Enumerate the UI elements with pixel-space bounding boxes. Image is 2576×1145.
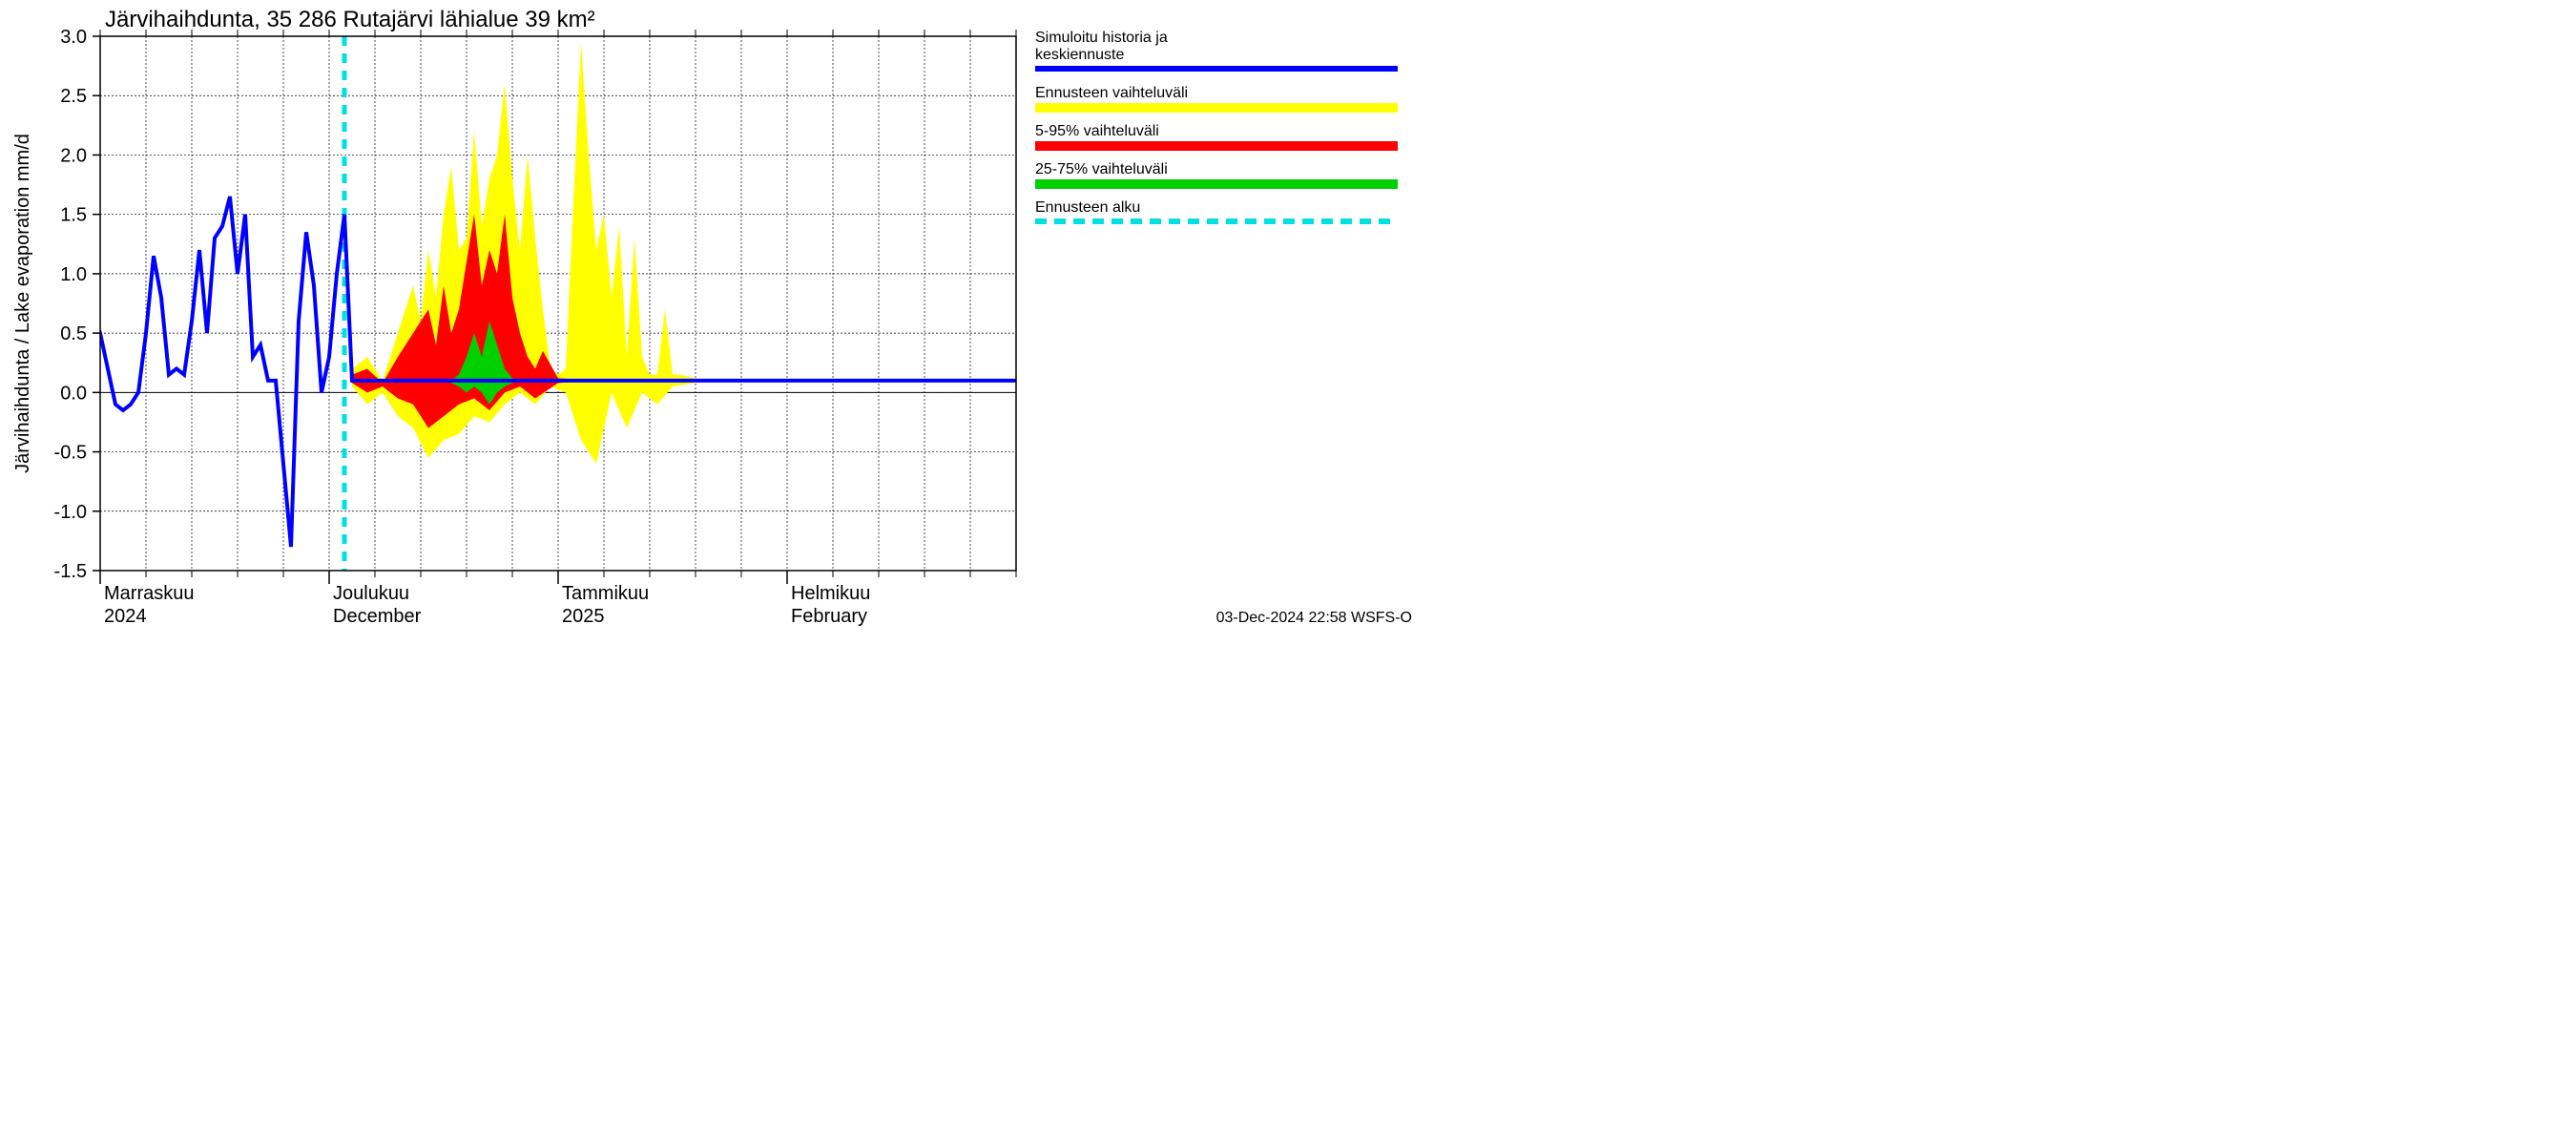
legend-swatch (1035, 141, 1398, 151)
chart-bg (0, 0, 1431, 668)
legend-swatch (1035, 103, 1398, 113)
ytick-label: 1.5 (60, 205, 87, 226)
legend-label: Ennusteen alku (1035, 199, 1140, 216)
chart-title: Järvihaihdunta, 35 286 Rutajärvi lähialu… (105, 7, 595, 32)
evaporation-chart: -1.5 -1.0 -0.5 0.0 0.5 1.0 1.5 2.0 2.5 3.0 Marrask… (0, 0, 1431, 668)
ytick-label: -1.5 (54, 561, 87, 582)
xtick-label-1: Tammikuu (562, 583, 649, 604)
xtick-label-2: 2024 (104, 606, 147, 627)
ytick-label: 3.0 (60, 27, 87, 48)
legend-label: Simuloitu historia ja (1035, 30, 1168, 46)
y-axis-label: Järvihaihdunta / Lake evaporation mm/d (12, 134, 33, 473)
xtick-label-2: February (791, 606, 867, 627)
chart-svg: -1.5 -1.0 -0.5 0.0 0.5 1.0 1.5 2.0 2.5 3.0 Marrask… (0, 0, 1431, 668)
ytick-label: 0.5 (60, 323, 87, 344)
legend-label: Ennusteen vaihteluväli (1035, 85, 1188, 101)
ytick-label: -0.5 (54, 443, 87, 464)
timestamp: 03-Dec-2024 22:58 WSFS-O (1216, 610, 1412, 626)
legend-label: 25-75% vaihteluväli (1035, 161, 1168, 177)
ytick-label: 0.0 (60, 383, 87, 404)
grid (100, 36, 1016, 571)
xtick-label-1: Marraskuu (104, 583, 194, 604)
ytick-label: 1.0 (60, 264, 87, 285)
legend-label: 5-95% vaihteluväli (1035, 123, 1159, 139)
xtick-label-1: Helmikuu (791, 583, 870, 604)
legend-label: keskiennuste (1035, 47, 1124, 63)
ytick-label: -1.0 (54, 502, 87, 523)
ytick-label: 2.5 (60, 86, 87, 107)
xtick-label-1: Joulukuu (333, 583, 409, 604)
legend-swatch (1035, 179, 1398, 189)
ytick-label: 2.0 (60, 145, 87, 166)
xtick-label-2: December (333, 606, 422, 627)
xtick-label-2: 2025 (562, 606, 605, 627)
